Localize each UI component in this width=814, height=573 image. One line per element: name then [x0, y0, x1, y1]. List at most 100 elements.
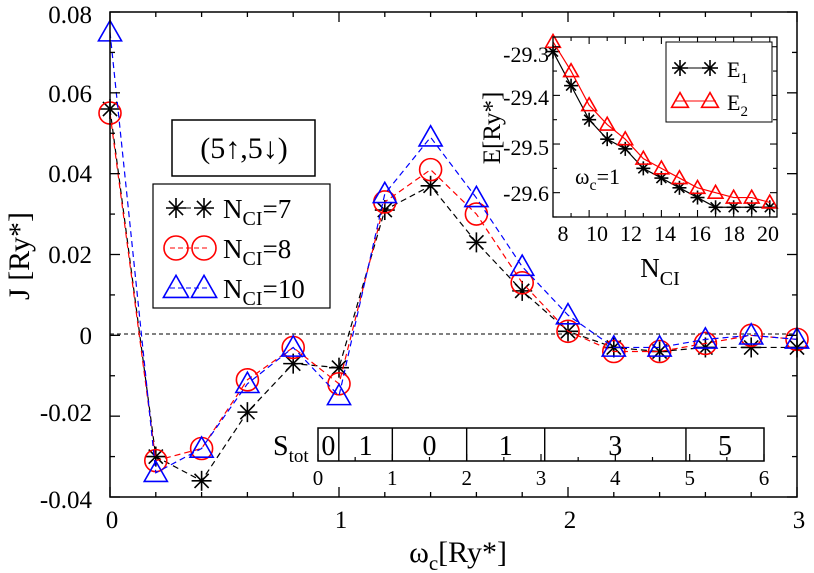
data-point-nci-10: [555, 301, 581, 325]
inset-x-tick-label: 10: [586, 221, 608, 246]
stot-axis-label: 5: [684, 466, 695, 490]
y-tick-label: 0.02: [48, 242, 92, 269]
data-point-nci-7: [741, 337, 762, 358]
inset-data-point-e1: [708, 200, 723, 215]
inset-data-point-e1-stroke: [565, 80, 577, 92]
inset-y-tick-label: -29.4: [503, 85, 549, 110]
data-point-nci-7-stroke: [193, 473, 210, 489]
data-point-nci-7-stroke: [468, 234, 485, 251]
legend-marker-nci-10: [162, 273, 190, 299]
inset-data-point-e1: [600, 132, 615, 147]
inset-data-point-e1-stroke: [637, 162, 649, 174]
data-point-nci-10: [646, 334, 673, 357]
stot-segment-value: 1: [499, 431, 513, 462]
data-point-nci-7: [191, 470, 212, 491]
inset-data-point-e2: [580, 96, 598, 112]
inset-plot-frame: [552, 36, 778, 218]
data-point-nci-7-stroke: [514, 283, 530, 299]
inset-legend-marker-e1-stroke: [673, 61, 687, 75]
x-tick-label: 2: [564, 507, 577, 534]
x-tick-label: 0: [106, 507, 119, 534]
data-point-nci-10: [509, 253, 536, 277]
inset-data-point-e1-stroke: [601, 133, 613, 145]
inset-data-point-e1: [582, 112, 597, 127]
stot-axis-label: 4: [610, 466, 621, 490]
data-point-nci-10: [692, 326, 719, 349]
stot-segment-value: 5: [718, 431, 732, 462]
data-point-nci-8: [601, 339, 626, 364]
data-point-nci-7: [466, 232, 487, 253]
stot-label: Stot: [273, 431, 309, 467]
inset-legend-marker-e2: [670, 90, 690, 109]
inset-y-tick-label: -29.5: [503, 135, 549, 160]
inset-x-tick-label: 8: [558, 221, 569, 246]
data-point-nci-8: [647, 339, 672, 364]
series-line-nci-7: [109, 108, 797, 482]
data-point-nci-7: [283, 353, 304, 374]
y-tick-label: -0.02: [40, 400, 92, 427]
inset-chart: -29.3 -29.4 -29.5 -29.6 8 10 12 14 16 18…: [479, 32, 779, 290]
inset-data-point-e1: [744, 200, 759, 215]
x-tick-label: 3: [793, 507, 806, 534]
spin-state-box: [171, 119, 316, 177]
inset-series-line-e2: [552, 41, 770, 203]
data-point-nci-7-stroke: [285, 355, 301, 372]
inset-data-point-e1-stroke: [728, 201, 740, 213]
stot-segment-value: 0: [321, 431, 335, 462]
inset-y-tick-label: -29.3: [503, 42, 549, 67]
inset-data-point-e2: [761, 193, 779, 209]
data-point-nci-10: [417, 124, 444, 147]
inset-data-point-e2: [706, 183, 725, 199]
main-series-group: [97, 19, 810, 491]
data-point-nci-8: [510, 270, 535, 295]
stot-axis-label: 1: [387, 466, 398, 490]
inset-data-point-e2: [742, 188, 761, 204]
legend-marker-nci-7-stroke: [196, 200, 212, 216]
inset-data-point-e2: [688, 178, 707, 195]
inset-series-group: [544, 32, 779, 215]
stot-axis-label: 2: [461, 466, 472, 490]
data-point-nci-8: [556, 319, 580, 344]
inset-x-axis-title: NCI: [640, 253, 680, 290]
inset-data-point-e1-stroke: [746, 201, 758, 213]
inset-x-tick-label: 14: [654, 221, 676, 246]
y-axis-title: J [Ry*]: [3, 212, 36, 300]
inset-x-tick-label: 20: [757, 221, 779, 246]
main-legend-samples: [162, 198, 218, 299]
spin-state-label: (5↑,5↓): [171, 119, 316, 177]
stot-segment-value: 0: [423, 431, 437, 462]
data-point-nci-7-stroke: [331, 360, 347, 376]
data-point-nci-10: [142, 459, 169, 483]
legend-marker-nci-10: [190, 273, 218, 299]
data-point-nci-7: [329, 357, 349, 378]
inset-y-tick-label: -29.6: [503, 181, 549, 206]
y-tick-label: 0: [80, 323, 93, 350]
inset-data-point-e1: [726, 200, 741, 215]
inset-data-point-e1-stroke: [655, 172, 667, 184]
inset-data-point-e2: [634, 149, 653, 165]
inset-data-point-e2: [562, 62, 580, 78]
inset-data-point-e2: [652, 159, 671, 175]
data-point-nci-10: [188, 435, 215, 458]
x-axis-title: ωc[Ry*]: [409, 536, 507, 573]
data-point-nci-8: [693, 331, 718, 356]
stot-axis-label: 6: [759, 466, 770, 490]
stot-bar: Stot 0 1 0 1 3 50 1 2 3 4 5 6: [273, 427, 770, 490]
spin-state-text: (5↑,5↓): [200, 132, 287, 165]
y-tick-label: -0.04: [40, 487, 93, 514]
data-point-nci-8: [235, 367, 260, 392]
y-tick-label: 0.06: [48, 81, 92, 108]
data-point-nci-10: [371, 180, 398, 204]
inset-data-point-e1-stroke: [673, 182, 685, 194]
inset-legend-samples: [670, 60, 720, 109]
data-point-nci-7: [420, 175, 441, 196]
series-line-nci-10: [109, 32, 798, 474]
inset-legend-marker-e1: [672, 60, 688, 76]
inset-x-tick-label: 18: [723, 221, 745, 246]
main-chart: -0.04 -0.02 0 0.02 0.04 0.06 0.08 0 1 2 …: [3, 2, 810, 573]
stot-segment-value: 1: [359, 431, 373, 462]
data-point-nci-7: [237, 402, 258, 423]
inset-legend-marker-e2: [700, 90, 720, 109]
y-tick-label: 0.04: [48, 161, 92, 188]
